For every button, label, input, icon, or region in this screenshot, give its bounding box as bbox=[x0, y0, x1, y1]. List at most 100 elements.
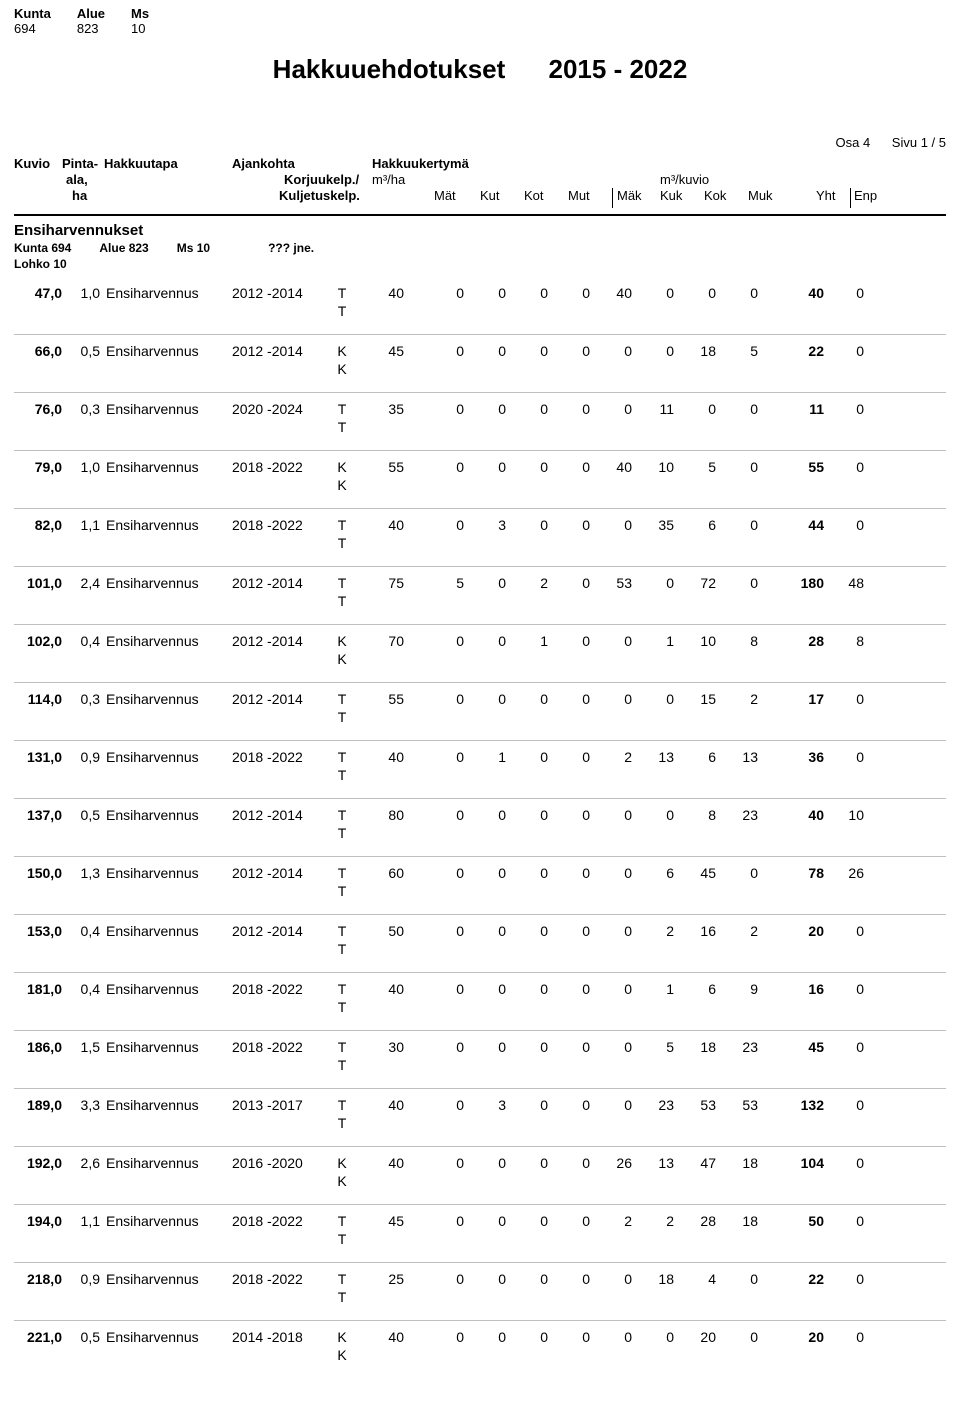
cell-val-7: 2 bbox=[716, 923, 758, 939]
cell-ala: 3,3 bbox=[62, 1097, 100, 1113]
sub-alue: Alue 823 bbox=[99, 241, 148, 255]
cell-korjuu: TT bbox=[324, 807, 360, 842]
cell-val-7: 0 bbox=[716, 285, 758, 301]
cell-korjuu1: T bbox=[324, 981, 360, 999]
sivu-label: Sivu 1 / 5 bbox=[892, 135, 946, 150]
cell-val-2: 0 bbox=[506, 1271, 548, 1287]
cell-hakkuutapa: Ensiharvennus bbox=[100, 285, 232, 301]
cell-korjuu1: T bbox=[324, 1039, 360, 1057]
cell-val-5: 6 bbox=[632, 865, 674, 881]
cell-val-4: 0 bbox=[590, 1039, 632, 1055]
cell-korjuu1: T bbox=[324, 691, 360, 709]
cell-m3ha: 40 bbox=[360, 981, 404, 997]
cell-kuvio: 194,0 bbox=[14, 1213, 62, 1229]
cell-ala: 1,5 bbox=[62, 1039, 100, 1055]
cell-val-1: 1 bbox=[464, 749, 506, 765]
cell-val-1: 3 bbox=[464, 517, 506, 533]
hdr-yht: Yht bbox=[816, 188, 836, 203]
cell-val-3: 0 bbox=[548, 749, 590, 765]
cell-ajankohta: 2013 -2017 bbox=[232, 1097, 324, 1113]
cell-val-4: 26 bbox=[590, 1155, 632, 1171]
cell-val-2: 0 bbox=[506, 285, 548, 301]
cell-korjuu1: T bbox=[324, 285, 360, 303]
cell-korjuu2: T bbox=[324, 419, 360, 437]
page-title: Hakkuuehdotukset 2015 - 2022 bbox=[14, 54, 946, 85]
cell-val-3: 0 bbox=[548, 517, 590, 533]
cell-yht: 45 bbox=[776, 1039, 824, 1055]
cell-val-4: 53 bbox=[590, 575, 632, 591]
cell-val-4: 0 bbox=[590, 517, 632, 533]
cell-val-2: 2 bbox=[506, 575, 548, 591]
cell-val-4: 0 bbox=[590, 807, 632, 823]
cell-val-6: 6 bbox=[674, 981, 716, 997]
cell-ajankohta: 2012 -2014 bbox=[232, 807, 324, 823]
hdr-kuk: Kuk bbox=[660, 188, 682, 203]
cell-val-2: 0 bbox=[506, 401, 548, 417]
cell-val-1: 0 bbox=[464, 981, 506, 997]
cell-ala: 1,1 bbox=[62, 1213, 100, 1229]
cell-val-3: 0 bbox=[548, 691, 590, 707]
cell-ajankohta: 2012 -2014 bbox=[232, 343, 324, 359]
cell-val-2: 0 bbox=[506, 1039, 548, 1055]
cell-enp: 48 bbox=[824, 575, 864, 591]
meta-ms-label: Ms bbox=[131, 6, 149, 21]
cell-val-6: 8 bbox=[674, 807, 716, 823]
cell-val-6: 28 bbox=[674, 1213, 716, 1229]
cell-val-4: 0 bbox=[590, 1097, 632, 1113]
cell-kuvio: 221,0 bbox=[14, 1329, 62, 1345]
cell-m3ha: 30 bbox=[360, 1039, 404, 1055]
cell-hakkuutapa: Ensiharvennus bbox=[100, 517, 232, 533]
cell-val-7: 0 bbox=[716, 865, 758, 881]
cell-val-4: 0 bbox=[590, 923, 632, 939]
title-left: Hakkuuehdotukset bbox=[273, 54, 506, 85]
cell-hakkuutapa: Ensiharvennus bbox=[100, 981, 232, 997]
cell-ala: 0,5 bbox=[62, 1329, 100, 1345]
cell-korjuu2: K bbox=[324, 477, 360, 495]
cell-val-5: 11 bbox=[632, 401, 674, 417]
cell-val-5: 18 bbox=[632, 1271, 674, 1287]
cell-m3ha: 35 bbox=[360, 401, 404, 417]
cell-kuvio: 218,0 bbox=[14, 1271, 62, 1287]
cell-hakkuutapa: Ensiharvennus bbox=[100, 865, 232, 881]
cell-korjuu: TT bbox=[324, 1271, 360, 1306]
cell-ala: 1,1 bbox=[62, 517, 100, 533]
hdr-mak: Mäk bbox=[612, 188, 642, 208]
cell-korjuu: TT bbox=[324, 923, 360, 958]
cell-val-0: 0 bbox=[422, 285, 464, 301]
cell-val-6: 6 bbox=[674, 517, 716, 533]
cell-val-6: 0 bbox=[674, 285, 716, 301]
cell-val-3: 0 bbox=[548, 285, 590, 301]
cell-val-6: 72 bbox=[674, 575, 716, 591]
cell-val-0: 0 bbox=[422, 923, 464, 939]
table-row: 101,02,4Ensiharvennus2012 -2014TT7550205… bbox=[14, 566, 946, 624]
cell-m3ha: 60 bbox=[360, 865, 404, 881]
cell-ajankohta: 2012 -2014 bbox=[232, 691, 324, 707]
hdr-m3ha: m³/ha bbox=[372, 172, 405, 187]
cell-val-6: 16 bbox=[674, 923, 716, 939]
cell-enp: 0 bbox=[824, 1155, 864, 1171]
cell-val-2: 0 bbox=[506, 981, 548, 997]
cell-ajankohta: 2012 -2014 bbox=[232, 575, 324, 591]
cell-korjuu: TT bbox=[324, 865, 360, 900]
cell-hakkuutapa: Ensiharvennus bbox=[100, 1213, 232, 1229]
cell-m3ha: 40 bbox=[360, 1329, 404, 1345]
cell-ajankohta: 2018 -2022 bbox=[232, 459, 324, 475]
cell-val-1: 0 bbox=[464, 865, 506, 881]
cell-ajankohta: 2018 -2022 bbox=[232, 749, 324, 765]
cell-val-4: 0 bbox=[590, 1329, 632, 1345]
cell-hakkuutapa: Ensiharvennus bbox=[100, 1039, 232, 1055]
cell-val-3: 0 bbox=[548, 1329, 590, 1345]
cell-korjuu: TT bbox=[324, 285, 360, 320]
cell-korjuu1: T bbox=[324, 1271, 360, 1289]
cell-korjuu1: K bbox=[324, 1329, 360, 1347]
cell-korjuu2: T bbox=[324, 767, 360, 785]
cell-val-6: 18 bbox=[674, 1039, 716, 1055]
cell-yht: 50 bbox=[776, 1213, 824, 1229]
hdr-kok: Kok bbox=[704, 188, 726, 203]
cell-val-2: 0 bbox=[506, 1213, 548, 1229]
cell-val-0: 0 bbox=[422, 1155, 464, 1171]
table-row: 114,00,3Ensiharvennus2012 -2014TT5500000… bbox=[14, 682, 946, 740]
table-row: 150,01,3Ensiharvennus2012 -2014TT6000000… bbox=[14, 856, 946, 914]
cell-val-2: 0 bbox=[506, 807, 548, 823]
cell-val-2: 0 bbox=[506, 1329, 548, 1345]
